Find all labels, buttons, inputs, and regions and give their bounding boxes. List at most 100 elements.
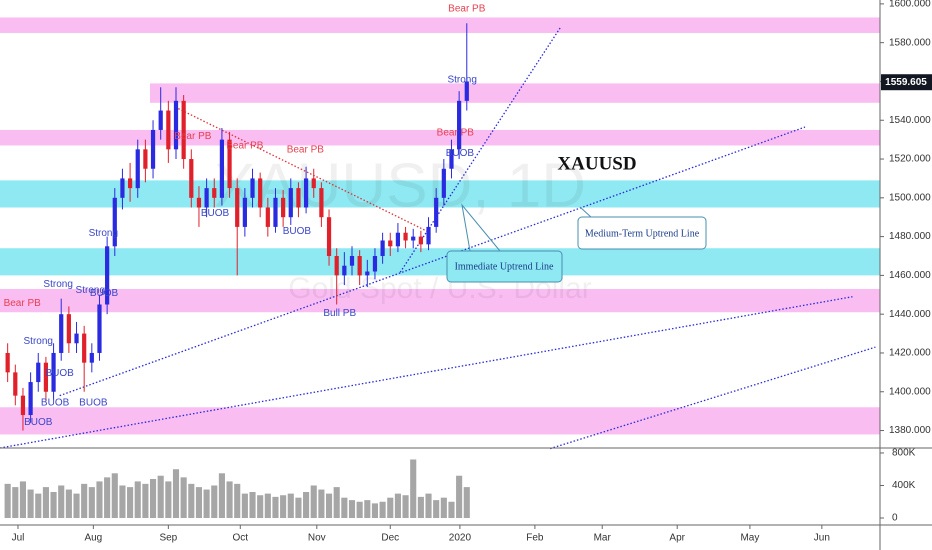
candle-body [89, 352, 94, 363]
annotation: Bear PB [287, 145, 325, 156]
candle-body [105, 246, 110, 305]
annotation: Bear PB [448, 4, 486, 15]
x-tick-label: 2020 [449, 533, 472, 544]
candle-body [66, 314, 71, 344]
zone [0, 17, 880, 33]
volume-bar [165, 481, 172, 519]
x-tick-label: Jun [814, 533, 830, 544]
volume-bar [119, 485, 126, 519]
volume-tick-label: 400K [892, 480, 916, 491]
volume-bar [157, 475, 164, 519]
annotation: BUOB [46, 368, 75, 379]
candle-body [395, 232, 401, 247]
volume-bar [333, 487, 340, 519]
candle-body [127, 178, 133, 189]
annotation: Strong [447, 75, 476, 86]
volume-bar [448, 501, 455, 519]
candle-body [449, 149, 454, 169]
candle-body [235, 188, 240, 227]
x-tick-label: Apr [669, 533, 685, 544]
annotation: Bear PB [437, 128, 475, 139]
candle-body [189, 159, 194, 198]
y-tick-label: 1440.000 [889, 309, 931, 320]
annotation: Strong [24, 336, 53, 347]
volume-bar [58, 485, 65, 519]
candle-body [418, 236, 423, 245]
candle-body [28, 382, 33, 416]
zone [0, 407, 880, 435]
volume-bar [463, 487, 470, 519]
volume-bar [402, 495, 409, 519]
x-tick-label: Jul [12, 533, 25, 544]
candle-body [288, 188, 293, 218]
annotation: Bull PB [323, 308, 356, 319]
zone [0, 180, 880, 208]
candle-body [196, 197, 202, 208]
y-tick-label: 1500.000 [889, 192, 931, 203]
trendlines [0, 27, 876, 450]
x-tick-label: Dec [381, 533, 399, 544]
candle-body [434, 197, 439, 227]
volume-bar [142, 483, 149, 519]
candle-body [43, 362, 49, 392]
volume-bar [35, 493, 42, 519]
volume-bar [149, 478, 157, 519]
volume-bar [371, 503, 379, 519]
zone [0, 288, 880, 313]
volume-bar [257, 495, 264, 519]
candle-body [82, 333, 87, 363]
candle-body [97, 304, 102, 353]
candle-body [219, 139, 225, 198]
candle-body [112, 197, 117, 247]
annotation: BUOB [90, 288, 119, 299]
volume-bar [310, 485, 317, 519]
volume-bar [27, 489, 34, 519]
trendline [0, 296, 853, 449]
y-tick-label: 1520.000 [889, 154, 931, 165]
annotation: Bear PB [4, 298, 42, 309]
candle-body [457, 100, 462, 150]
volume-bar [226, 481, 233, 519]
x-tick-label: Mar [594, 533, 612, 544]
candle-body [426, 226, 431, 245]
candle-body [296, 188, 301, 208]
volume-bar [4, 483, 11, 519]
x-tick-label: Nov [308, 533, 326, 544]
volume-bar [88, 487, 95, 519]
annotation: BUOB [24, 417, 53, 428]
trendline [59, 126, 806, 397]
candle-body [120, 178, 125, 198]
candle-body [166, 110, 171, 150]
candle-body [181, 100, 186, 160]
callout-text: Immediate Uptrend Line [455, 261, 554, 272]
last-price-label: 1559.605 [885, 77, 927, 88]
candle-body [281, 197, 286, 218]
volume-bar [264, 493, 271, 519]
annotation: Strong [89, 228, 118, 239]
candle-body [357, 256, 362, 276]
volume-bar [410, 459, 417, 519]
candle-body [150, 129, 156, 169]
callout-box [446, 250, 563, 283]
candle-body [326, 217, 332, 256]
volume-bar [394, 493, 401, 519]
volume-bar [12, 487, 19, 519]
volume-bar [81, 483, 88, 519]
candle-body [242, 197, 247, 227]
zone [149, 83, 880, 103]
volume-bar [456, 475, 463, 519]
volume-bar [280, 495, 287, 519]
zone [0, 248, 880, 276]
trendline [399, 27, 561, 273]
annotation: BUOB [41, 397, 70, 408]
callout-pointer [579, 206, 593, 219]
y-tick-label: 1540.000 [889, 115, 931, 126]
volume-bar [272, 496, 279, 519]
candle-body [380, 240, 385, 256]
volume-bar [287, 493, 294, 519]
volume-bar [203, 489, 210, 519]
candle-body [173, 100, 179, 150]
volume-bar [325, 493, 333, 519]
